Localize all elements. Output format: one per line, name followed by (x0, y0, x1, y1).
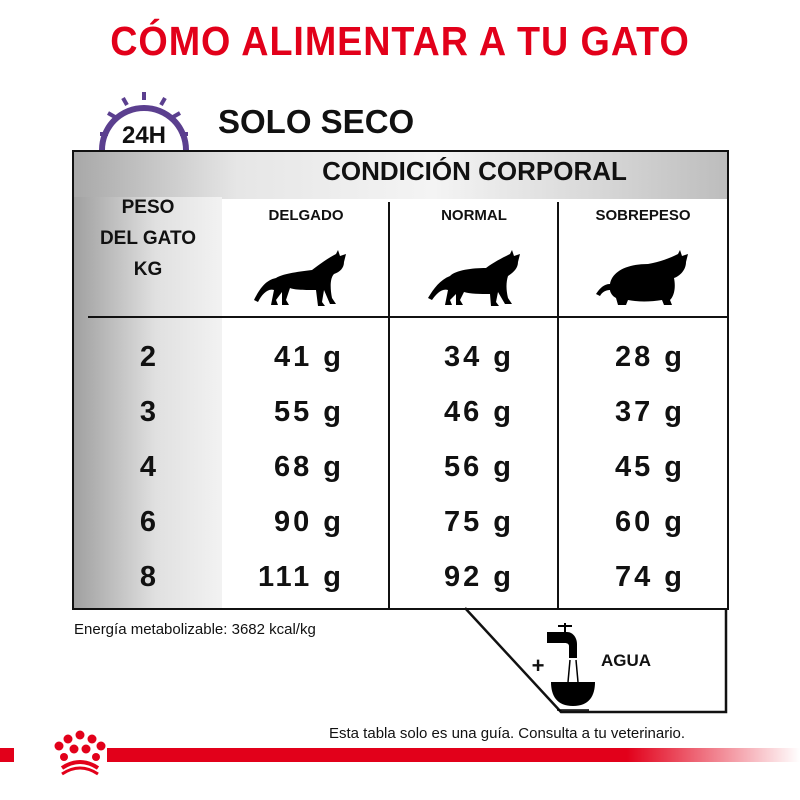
body-condition-header: CONDICIÓN CORPORAL (322, 156, 627, 186)
disclaimer: Esta tabla solo es una guía. Consulta a … (329, 725, 686, 742)
svg-text:24H: 24H (122, 122, 166, 149)
subtitle: SOLO SECO (218, 103, 415, 140)
table-row: 2 41 g 34 g 28 g (139, 341, 685, 373)
table-row: 8 111 g 92 g 74 g (139, 561, 685, 593)
cat-weight-header: PESO DEL GATO KG (99, 197, 197, 280)
svg-text:+: + (532, 653, 545, 678)
metabolizable-energy: Energía metabolizable: 3682 kcal/kg (74, 621, 316, 638)
water-note-box: + (464, 607, 728, 714)
table-row: 4 68 g 56 g 45 g (139, 451, 685, 483)
page-title: CÓMO ALIMENTAR A TU GATO (110, 18, 690, 64)
feeding-table: CONDICIÓN CORPORAL PESO DEL GATO KG DELG… (72, 150, 729, 610)
table-row: 6 90 g 75 g 60 g (139, 506, 685, 538)
overweight-cat-icon (596, 250, 688, 305)
column-header-sobrepeso: SOBREPESO (595, 207, 691, 224)
water-tap-bowl-icon (547, 623, 595, 711)
brand-band (107, 748, 800, 762)
royal-canin-crown-logo (54, 730, 106, 776)
normal-cat-icon (428, 250, 520, 306)
clock-24h-icon: 24H (99, 92, 189, 151)
water-label: AGUA (601, 651, 652, 670)
column-header-normal: NORMAL (441, 207, 507, 224)
table-row: 3 55 g 46 g 37 g (139, 396, 685, 428)
column-header-delgado: DELGADO (268, 207, 344, 224)
thin-cat-icon (254, 250, 346, 306)
